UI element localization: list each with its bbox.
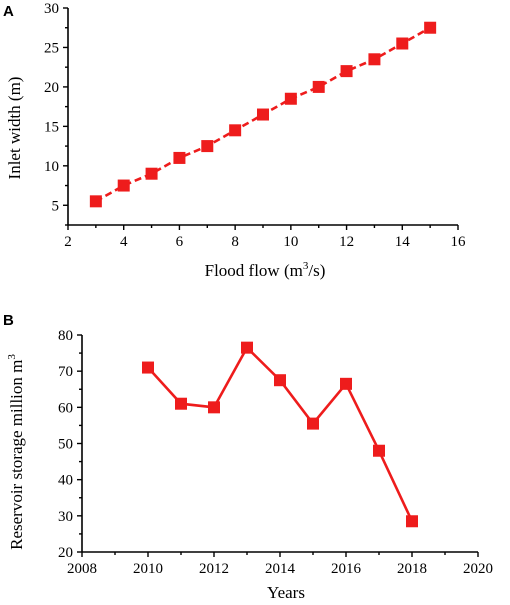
y-tick-label: 10 — [44, 159, 59, 175]
y-tick-label: 20 — [58, 545, 73, 561]
x-tick-label: 2018 — [397, 561, 427, 577]
data-point-marker — [312, 80, 325, 93]
data-point-marker — [368, 53, 381, 66]
data-point-marker — [257, 108, 269, 121]
data-point-marker — [117, 179, 130, 192]
x-tick-label: 2020 — [463, 561, 493, 577]
panel-b-x-axis-title: Years — [267, 583, 305, 602]
data-point-marker — [201, 140, 214, 153]
x-tick-label: 16 — [451, 234, 467, 250]
data-point-marker — [229, 124, 242, 137]
y-tick-label: 40 — [58, 473, 73, 489]
x-tick-label: 12 — [339, 234, 354, 250]
data-point-marker — [307, 417, 319, 430]
data-point-marker — [274, 374, 286, 387]
x-tick-label: 2008 — [67, 561, 97, 577]
y-tick-label: 50 — [58, 437, 73, 453]
panel-b-series — [142, 341, 418, 528]
data-point-marker — [424, 21, 437, 34]
panel-b-axes — [81, 335, 478, 553]
x-tick-label: 6 — [176, 234, 184, 250]
x-tick-label: 2014 — [265, 561, 296, 577]
y-tick-label: 80 — [58, 328, 73, 344]
x-tick-label: 14 — [395, 234, 411, 250]
y-tick-label: 60 — [58, 400, 73, 416]
data-point-marker — [175, 397, 187, 410]
panel-b-series-line — [147, 345, 414, 522]
y-tick-label: 70 — [58, 364, 73, 380]
panel-a-x-axis-title: Flood flow (m3/s) — [205, 260, 326, 280]
data-point-marker — [142, 361, 154, 374]
y-tick-label: 5 — [52, 198, 60, 214]
x-tick-label: 8 — [231, 234, 239, 250]
x-tick-label: 2 — [64, 234, 72, 250]
data-point-marker — [145, 167, 158, 180]
y-tick-label: 25 — [44, 40, 59, 56]
panel-a-series — [89, 21, 437, 208]
panel-b-y-axis-title: Reservoir storage million m3 — [6, 354, 26, 550]
data-point-marker — [173, 151, 186, 164]
data-point-marker — [373, 444, 385, 457]
data-point-marker — [340, 377, 352, 390]
data-point-marker — [284, 92, 297, 105]
x-tick-label: 2016 — [331, 561, 362, 577]
panel-a-y-axis-title: Inlet width (m) — [5, 77, 24, 180]
panel-a-label: A — [3, 3, 14, 20]
panel-b-label: B — [3, 312, 14, 329]
panel-b-chart: B Reservoir storage million m3 Years 200… — [3, 312, 493, 602]
y-tick-label: 30 — [44, 1, 59, 17]
y-tick-label: 20 — [44, 80, 59, 96]
data-point-marker — [340, 65, 353, 78]
data-point-marker — [241, 341, 253, 354]
data-point-marker — [406, 515, 418, 528]
panel-b-ticks: 2008 2010 2012 2014 2016 2018 2020203040506070… — [58, 328, 493, 577]
panel-a-ticks: 2 4 6 8 10 12 14 16 5 10 15 20 25 30 — [44, 1, 466, 250]
data-point-marker — [396, 37, 409, 50]
x-tick-label: 10 — [283, 234, 298, 250]
x-tick-label: 2012 — [199, 561, 229, 577]
panel-a-chart: A Inlet width (m) Flood flow (m3/s) 2 4 6 8… — [3, 1, 466, 280]
x-tick-label: 4 — [120, 234, 128, 250]
x-tick-label: 2010 — [133, 561, 163, 577]
y-tick-label: 15 — [44, 119, 59, 135]
y-tick-label: 30 — [58, 509, 73, 525]
data-point-marker — [89, 195, 102, 208]
data-point-marker — [208, 401, 220, 414]
